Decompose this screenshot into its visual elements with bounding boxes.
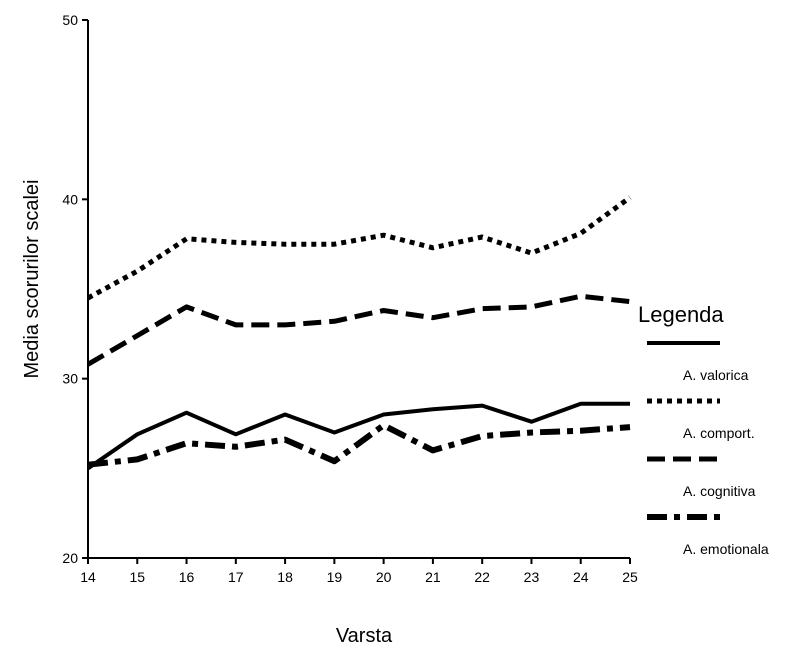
y-axis-title: Media scorurilor scalei	[21, 180, 43, 379]
series-layer	[86, 195, 632, 470]
legend-label-3: A. cognitiva	[683, 483, 756, 499]
x-tick-label: 24	[573, 569, 589, 585]
y-tick-label: 20	[62, 550, 78, 566]
series-line-3	[86, 293, 631, 367]
x-tick-label: 16	[179, 569, 195, 585]
series-line-1	[86, 401, 630, 470]
x-tick-label: 18	[277, 569, 293, 585]
x-tick-label: 22	[474, 569, 490, 585]
y-tick-label: 30	[62, 371, 78, 387]
y-tick-label: 50	[62, 12, 78, 28]
legend-label-1: A. valorica	[683, 367, 749, 383]
series-line-4	[87, 422, 631, 468]
x-tick-label: 23	[524, 569, 540, 585]
x-tick-label: 19	[327, 569, 343, 585]
legend: Legenda A. valorica A. comport. A. cogniti…	[638, 302, 769, 557]
legend-title: Legenda	[638, 302, 724, 327]
legend-label-2: A. comport.	[683, 425, 755, 441]
y-axis-ticks: 20 30 40 50	[62, 12, 88, 566]
x-tick-label: 14	[80, 569, 96, 585]
x-tick-label: 17	[228, 569, 244, 585]
x-tick-label: 21	[425, 569, 441, 585]
legend-label-4: A. emotionala	[683, 541, 769, 557]
x-tick-label: 20	[376, 569, 392, 585]
y-tick-label: 40	[62, 191, 78, 207]
x-tick-label: 15	[129, 569, 145, 585]
x-axis-title: Varsta	[336, 625, 393, 646]
x-tick-label: 25	[622, 569, 638, 585]
x-axis-ticks: 14 15 16 17 18 19 20 21 22 23 24 25	[80, 558, 638, 585]
